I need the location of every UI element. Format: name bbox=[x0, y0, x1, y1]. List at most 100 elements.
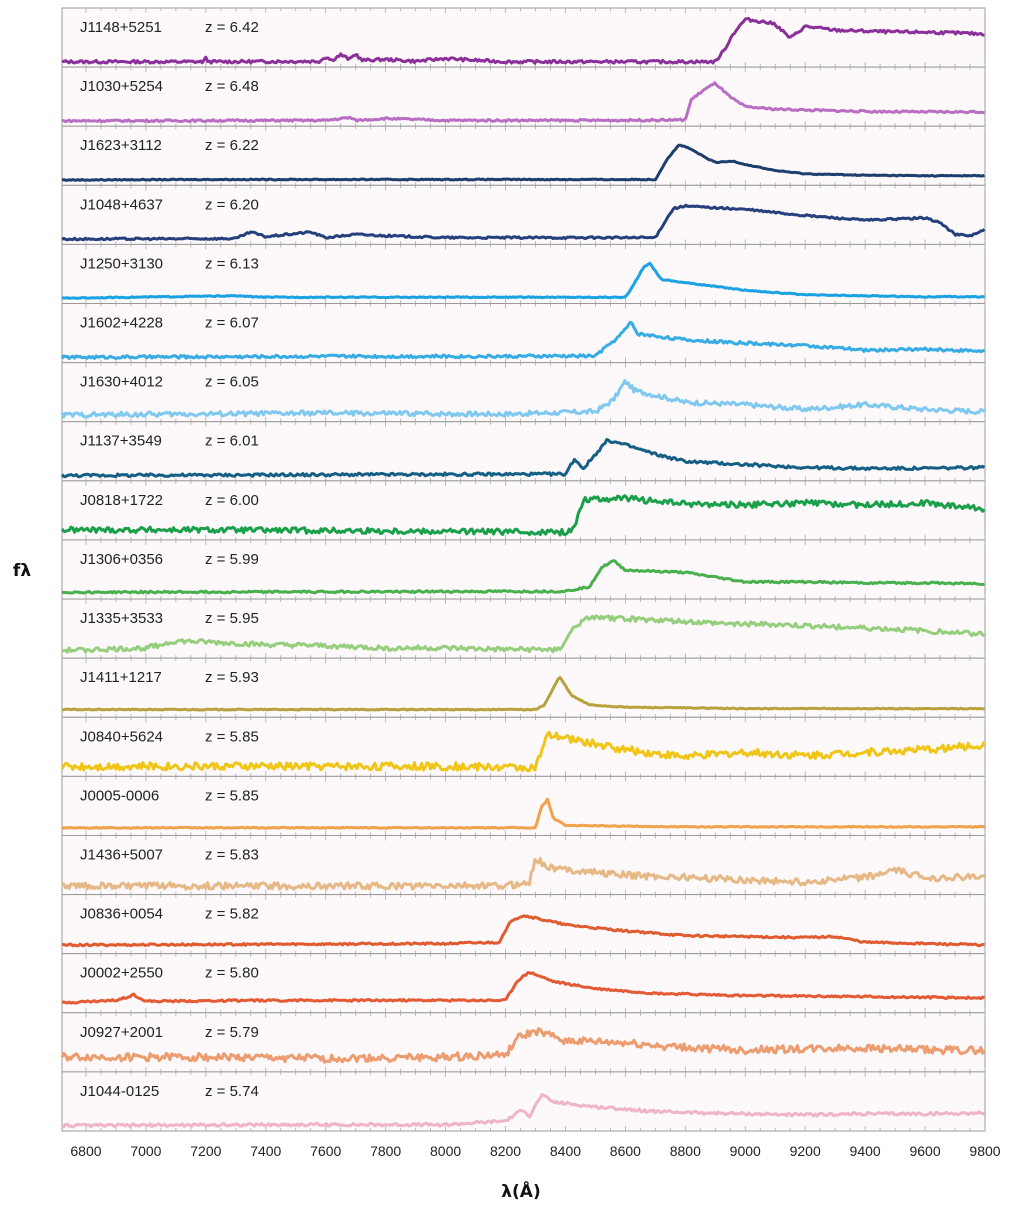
panel-frame bbox=[61, 775, 986, 836]
quasar-name-label: J0002+2550 bbox=[80, 965, 163, 982]
x-tick-label: 9200 bbox=[790, 1143, 821, 1159]
redshift-label: z = 5.74 bbox=[205, 1083, 259, 1100]
redshift-label: z = 5.82 bbox=[205, 906, 259, 923]
x-tick-label: 9400 bbox=[850, 1143, 881, 1159]
redshift-label: z = 5.83 bbox=[205, 846, 259, 863]
x-tick-label: 7200 bbox=[190, 1143, 221, 1159]
redshift-label: z = 5.79 bbox=[205, 1024, 259, 1041]
spectrum-panel: J1137+3549 z = 6.01 bbox=[60, 421, 986, 482]
panel-frame bbox=[61, 1012, 986, 1073]
x-tick-label: 9800 bbox=[969, 1143, 1000, 1159]
quasar-name-label: J1335+3533 bbox=[80, 610, 163, 627]
quasar-name-label: J1250+3130 bbox=[80, 255, 163, 272]
spectrum-panel: J1030+5254 z = 6.48 bbox=[61, 66, 986, 127]
x-tick-label: 9000 bbox=[730, 1143, 761, 1159]
spectrum-line bbox=[61, 143, 985, 182]
quasar-name-label: J1630+4012 bbox=[80, 374, 163, 391]
redshift-label: z = 5.85 bbox=[205, 728, 259, 745]
spectrum-line bbox=[61, 614, 985, 654]
redshift-label: z = 5.85 bbox=[205, 787, 259, 804]
y-axis-title: fλ bbox=[13, 561, 31, 581]
spectrum-panel: J0836+0054 z = 5.82 bbox=[61, 894, 986, 955]
spectrum-line bbox=[61, 797, 985, 830]
x-tick-label: 8600 bbox=[610, 1143, 641, 1159]
x-tick-label: 9600 bbox=[909, 1143, 940, 1159]
spectrum-line bbox=[61, 203, 986, 242]
spectrum-line bbox=[61, 559, 985, 595]
spectrum-line bbox=[60, 494, 986, 537]
spectrum-line bbox=[61, 676, 985, 712]
spectrum-panel: J0927+2001 z = 5.79 bbox=[60, 1012, 986, 1073]
panel-frame bbox=[61, 125, 986, 186]
spectrum-line bbox=[61, 261, 985, 300]
quasar-name-label: J1623+3112 bbox=[80, 137, 162, 154]
redshift-label: z = 6.48 bbox=[205, 78, 259, 95]
panel-frame bbox=[61, 1071, 986, 1132]
quasar-name-label: J0927+2001 bbox=[80, 1024, 163, 1041]
panel-frame bbox=[61, 7, 986, 68]
spectrum-panel: J1436+5007 z = 5.83 bbox=[61, 834, 986, 896]
quasar-name-label: J1602+4228 bbox=[80, 315, 163, 332]
x-axis: 6800 7000 7200 7400 7600 7800 8000 8200 8400 8600… bbox=[70, 1143, 1000, 1159]
quasar-name-label: J0840+5624 bbox=[80, 728, 163, 745]
quasar-name-label: J1411+1217 bbox=[80, 669, 162, 686]
spectrum-panel: J1306+0356 z = 5.99 bbox=[61, 539, 986, 600]
redshift-label: z = 6.13 bbox=[205, 255, 259, 272]
spectrum-line bbox=[61, 17, 985, 65]
spectrum-panel: J1623+3112 z = 6.22 bbox=[61, 125, 986, 186]
panel-frame bbox=[61, 184, 986, 245]
panel-frame bbox=[61, 303, 986, 364]
spectrum-panel: J1602+4228 z = 6.07 bbox=[60, 303, 986, 364]
spectrum-panel: J1048+4637 z = 6.20 bbox=[61, 184, 986, 245]
spectrum-line bbox=[60, 379, 986, 419]
x-axis-title: λ(Å) bbox=[501, 1179, 540, 1202]
quasar-name-label: J1436+5007 bbox=[80, 846, 163, 863]
spectrum-panel: J1630+4012 z = 6.05 bbox=[60, 362, 986, 423]
redshift-label: z = 5.99 bbox=[205, 551, 259, 568]
spectrum-panels: J1148+5251 z = 6.42 J1030+5254 z = 6.48 J162… bbox=[60, 7, 986, 1132]
redshift-label: z = 6.07 bbox=[205, 315, 259, 332]
spectrum-panel: J1411+1217 z = 5.93 bbox=[61, 657, 986, 718]
panel-frame bbox=[61, 421, 986, 482]
spectrum-panel: J0840+5624 z = 5.85 bbox=[60, 716, 986, 777]
x-tick-label: 7400 bbox=[250, 1143, 281, 1159]
quasar-name-label: J0818+1722 bbox=[80, 492, 163, 509]
redshift-label: z = 6.42 bbox=[205, 19, 259, 36]
spectrum-line bbox=[61, 914, 985, 948]
spectrum-panel: J1250+3130 z = 6.13 bbox=[61, 243, 986, 305]
x-tick-label: 8400 bbox=[550, 1143, 581, 1159]
redshift-label: z = 5.80 bbox=[205, 965, 259, 982]
x-tick-label: 8000 bbox=[430, 1143, 461, 1159]
redshift-label: z = 6.00 bbox=[205, 492, 259, 509]
panel-frame bbox=[61, 66, 986, 127]
spectrum-panel: J1148+5251 z = 6.42 bbox=[61, 7, 986, 68]
spectrum-panel: J1044-0125 z = 5.74 bbox=[61, 1071, 986, 1132]
spectrum-line bbox=[60, 438, 986, 479]
panel-frame bbox=[61, 243, 986, 305]
quasar-name-label: J0836+0054 bbox=[80, 906, 163, 923]
redshift-label: z = 6.05 bbox=[205, 374, 259, 391]
redshift-label: z = 5.95 bbox=[205, 610, 259, 627]
quasar-name-label: J1148+5251 bbox=[80, 19, 162, 36]
quasar-name-label: J1030+5254 bbox=[80, 78, 163, 95]
spectrum-line bbox=[61, 81, 985, 124]
x-tick-label: 8200 bbox=[490, 1143, 521, 1159]
spectrum-line bbox=[61, 971, 985, 1005]
redshift-label: z = 6.20 bbox=[205, 196, 259, 213]
quasar-name-label: J1044-0125 bbox=[80, 1083, 159, 1100]
spectrum-line bbox=[61, 1093, 985, 1129]
quasar-name-label: J1048+4637 bbox=[80, 196, 163, 213]
redshift-label: z = 6.22 bbox=[205, 137, 259, 154]
panel-frame bbox=[61, 953, 986, 1014]
quasar-name-label: J1137+3549 bbox=[80, 433, 162, 450]
x-tick-label: 8800 bbox=[670, 1143, 701, 1159]
spectrum-line bbox=[61, 857, 985, 891]
spectrum-panel: J0005-0006 z = 5.85 bbox=[61, 775, 986, 836]
panel-frame bbox=[61, 539, 986, 600]
x-tick-label: 7000 bbox=[130, 1143, 161, 1159]
spectrum-panel: J1335+3533 z = 5.95 bbox=[61, 598, 986, 659]
quasar-name-label: J0005-0006 bbox=[80, 787, 159, 804]
x-tick-label: 6800 bbox=[70, 1143, 101, 1159]
spectrum-line bbox=[60, 1027, 986, 1064]
x-tick-label: 7800 bbox=[370, 1143, 401, 1159]
